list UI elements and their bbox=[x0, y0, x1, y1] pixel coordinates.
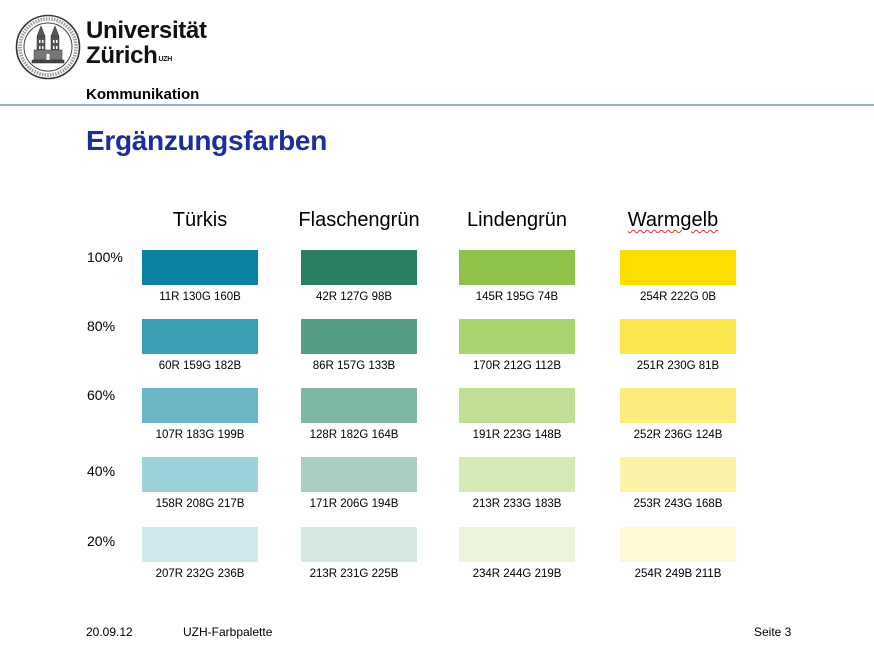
rgb-code-label: 86R 157G 133B bbox=[312, 360, 396, 372]
rgb-code-label: 107R 183G 199B bbox=[155, 429, 245, 441]
university-name: Universität ZürichUZH bbox=[86, 18, 207, 68]
color-swatch-tuerkis bbox=[142, 250, 258, 285]
percent-label: 80% bbox=[87, 318, 116, 334]
color-swatch-flaschengruen bbox=[301, 527, 417, 562]
rgb-code-label: 191R 223G 148B bbox=[472, 429, 562, 441]
color-swatch-warmgelb bbox=[620, 388, 736, 423]
percent-label: 100% bbox=[87, 249, 123, 265]
footer-date: 20.09.12 bbox=[86, 625, 133, 639]
rgb-code-label: 60R 159G 182B bbox=[158, 360, 242, 372]
rgb-code-label: 170R 212G 112B bbox=[472, 360, 562, 372]
rgb-code-label: 145R 195G 74B bbox=[475, 291, 559, 303]
color-swatch-warmgelb bbox=[620, 527, 736, 562]
color-swatch-tuerkis bbox=[142, 319, 258, 354]
rgb-code-label: 158R 208G 217B bbox=[155, 498, 245, 510]
rgb-code-label: 252R 236G 124B bbox=[633, 429, 723, 441]
rgb-code-label: 254R 222G 0B bbox=[639, 291, 717, 303]
percent-label: 40% bbox=[87, 463, 116, 479]
university-seal-logo bbox=[15, 14, 81, 80]
color-swatch-warmgelb bbox=[620, 319, 736, 354]
footer-page-number: Seite 3 bbox=[754, 625, 792, 639]
university-city: Zürich bbox=[86, 42, 158, 69]
rgb-code-label: 253R 243G 168B bbox=[633, 498, 723, 510]
percent-label: 60% bbox=[87, 387, 116, 403]
color-swatch-warmgelb bbox=[620, 250, 736, 285]
color-swatch-tuerkis bbox=[142, 457, 258, 492]
color-swatch-flaschengruen bbox=[301, 388, 417, 423]
header-divider bbox=[0, 104, 874, 106]
color-swatch-flaschengruen bbox=[301, 457, 417, 492]
percent-label: 20% bbox=[87, 533, 116, 549]
rgb-code-label: 234R 244G 219B bbox=[472, 568, 562, 580]
rgb-code-label: 254R 249B 211B bbox=[634, 568, 722, 580]
department-label: Kommunikation bbox=[86, 86, 200, 103]
color-swatch-flaschengruen bbox=[301, 250, 417, 285]
rgb-code-label: 251R 230G 81B bbox=[636, 360, 720, 372]
column-header-tuerkis: Türkis bbox=[172, 209, 228, 231]
rgb-code-label: 213R 233G 183B bbox=[472, 498, 562, 510]
color-swatch-warmgelb bbox=[620, 457, 736, 492]
color-swatch-tuerkis bbox=[142, 527, 258, 562]
rgb-code-label: 42R 127G 98B bbox=[315, 291, 393, 303]
rgb-code-label: 171R 206G 194B bbox=[309, 498, 399, 510]
column-header-lindengruen: Lindengrün bbox=[466, 209, 568, 231]
footer-document-name: UZH-Farbpalette bbox=[183, 625, 273, 639]
color-swatch-lindengruen bbox=[459, 457, 575, 492]
university-name-line2: ZürichUZH bbox=[86, 43, 207, 68]
university-abbrev: UZH bbox=[158, 56, 173, 63]
university-name-line1: Universität bbox=[86, 17, 207, 44]
rgb-code-label: 11R 130G 160B bbox=[159, 291, 241, 303]
rgb-code-label: 207R 232G 236B bbox=[155, 568, 245, 580]
color-swatch-lindengruen bbox=[459, 319, 575, 354]
color-swatch-tuerkis bbox=[142, 388, 258, 423]
rgb-code-label: 213R 231G 225B bbox=[309, 568, 399, 580]
page-title: Ergänzungsfarben bbox=[86, 125, 328, 156]
color-swatch-flaschengruen bbox=[301, 319, 417, 354]
column-header-flaschengruen: Flaschengrün bbox=[298, 209, 420, 231]
column-header-warmgelb: Warmgelb bbox=[627, 209, 719, 231]
color-swatch-lindengruen bbox=[459, 527, 575, 562]
rgb-code-label: 128R 182G 164B bbox=[309, 429, 399, 441]
color-swatch-lindengruen bbox=[459, 250, 575, 285]
color-swatch-lindengruen bbox=[459, 388, 575, 423]
